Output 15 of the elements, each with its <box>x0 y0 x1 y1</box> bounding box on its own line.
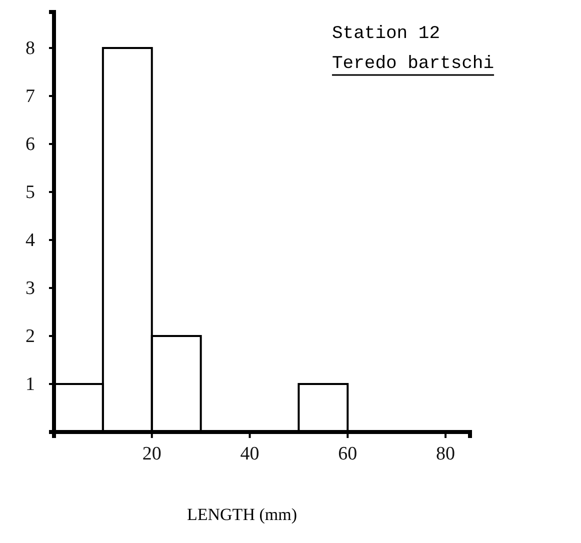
y-tick-label: 8 <box>26 38 35 60</box>
y-tick-label: 2 <box>26 326 35 348</box>
x-tick-label: 60 <box>338 443 358 464</box>
y-tick-label: 7 <box>26 86 35 108</box>
text: Teredo bartschi <box>332 54 494 74</box>
y-tick-label: 6 <box>26 134 35 156</box>
x-tick-label: 40 <box>240 443 260 464</box>
text: Station 12 <box>332 24 440 44</box>
y-tick-label: 3 <box>26 278 35 300</box>
y-tick-label: 4 <box>26 230 36 252</box>
x-tick-label: 20 <box>142 443 162 464</box>
y-tick-label: 1 <box>26 374 35 396</box>
x-axis-title: LENGTH (mm) <box>186 505 298 524</box>
y-tick-label: 5 <box>26 182 35 204</box>
x-tick-label: 80 <box>436 443 456 464</box>
